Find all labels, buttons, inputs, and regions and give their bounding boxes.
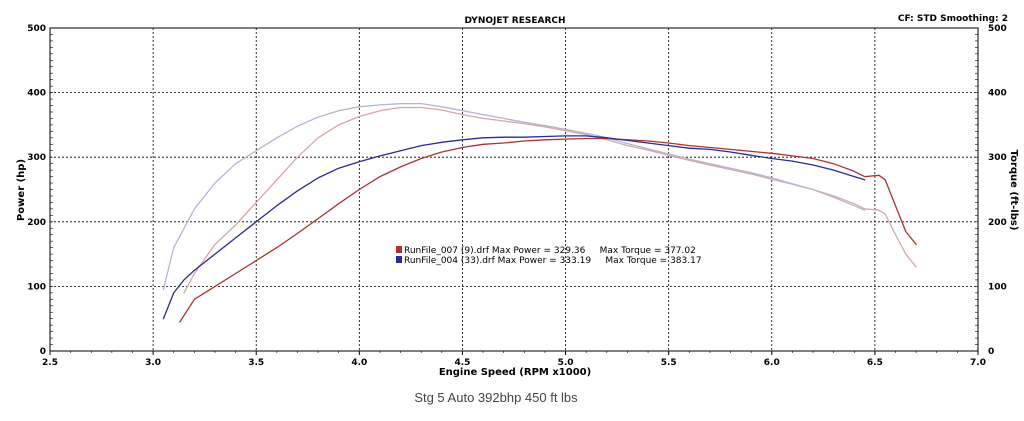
legend-entry-run2: RunFile_004 (33).drf Max Power = 333.19 … [404, 256, 702, 266]
plot-frame [49, 27, 979, 352]
x-tick-label: 4.5 [454, 358, 470, 368]
x-axis: 2.5 3.0 3.5 4.0 4.5 5.0 5.5 6.0 6.5 7.0 [42, 351, 986, 368]
y-axis-right: 0 100 200 300 400 500 [975, 24, 1007, 357]
chart-settings: CF: STD Smoothing: 2 [898, 14, 1008, 24]
y-axis-left: 0 100 200 300 400 500 [27, 24, 53, 357]
y-tick-label: 0 [40, 347, 46, 357]
series-line-run1-torque [183, 106, 917, 294]
x-tick-label: 5.5 [661, 358, 677, 368]
x-tick-label: 6.5 [867, 358, 883, 368]
x-tick-label: 5.0 [558, 358, 574, 368]
grid [50, 28, 978, 351]
x-tick-label: 7.0 [970, 358, 986, 368]
y2-tick-label: 500 [988, 24, 1007, 34]
series-group [162, 102, 917, 323]
y2-tick-label: 200 [988, 218, 1007, 228]
series-line-run2-torque [162, 102, 866, 291]
y-tick-label: 200 [27, 218, 46, 228]
x-tick-label: 3.0 [145, 358, 161, 368]
y2-tick-label: 100 [988, 282, 1007, 292]
y2-axis-label: Torque (ft-lbs) [1008, 150, 1019, 231]
chart-caption: Stg 5 Auto 392bhp 450 ft lbs [414, 390, 578, 405]
x-axis-label: Engine Speed (RPM x1000) [439, 367, 591, 378]
series-line-run1-power [179, 137, 917, 323]
y-axis-label: Power (hp) [16, 159, 27, 221]
x-tick-label: 4.0 [351, 358, 367, 368]
y2-tick-label: 0 [988, 347, 994, 357]
x-tick-label: 2.5 [42, 358, 58, 368]
y-tick-label: 400 [27, 89, 46, 99]
x-tick-label: 6.0 [764, 358, 780, 368]
y-tick-label: 300 [27, 153, 46, 163]
series-line-run2-power [162, 135, 866, 320]
legend: RunFile_007 (9).drf Max Power = 329.36 M… [396, 246, 702, 266]
chart-title: DYNOJET RESEARCH [464, 16, 565, 26]
y-tick-label: 100 [27, 282, 46, 292]
x-tick-label: 3.5 [248, 358, 264, 368]
y2-tick-label: 400 [988, 89, 1007, 99]
y2-tick-label: 300 [988, 153, 1007, 163]
legend-entry-run1: RunFile_007 (9).drf Max Power = 329.36 M… [404, 246, 696, 256]
legend-swatch-run2 [396, 256, 402, 263]
legend-swatch-run1 [396, 246, 402, 253]
y-tick-label: 500 [27, 24, 46, 34]
